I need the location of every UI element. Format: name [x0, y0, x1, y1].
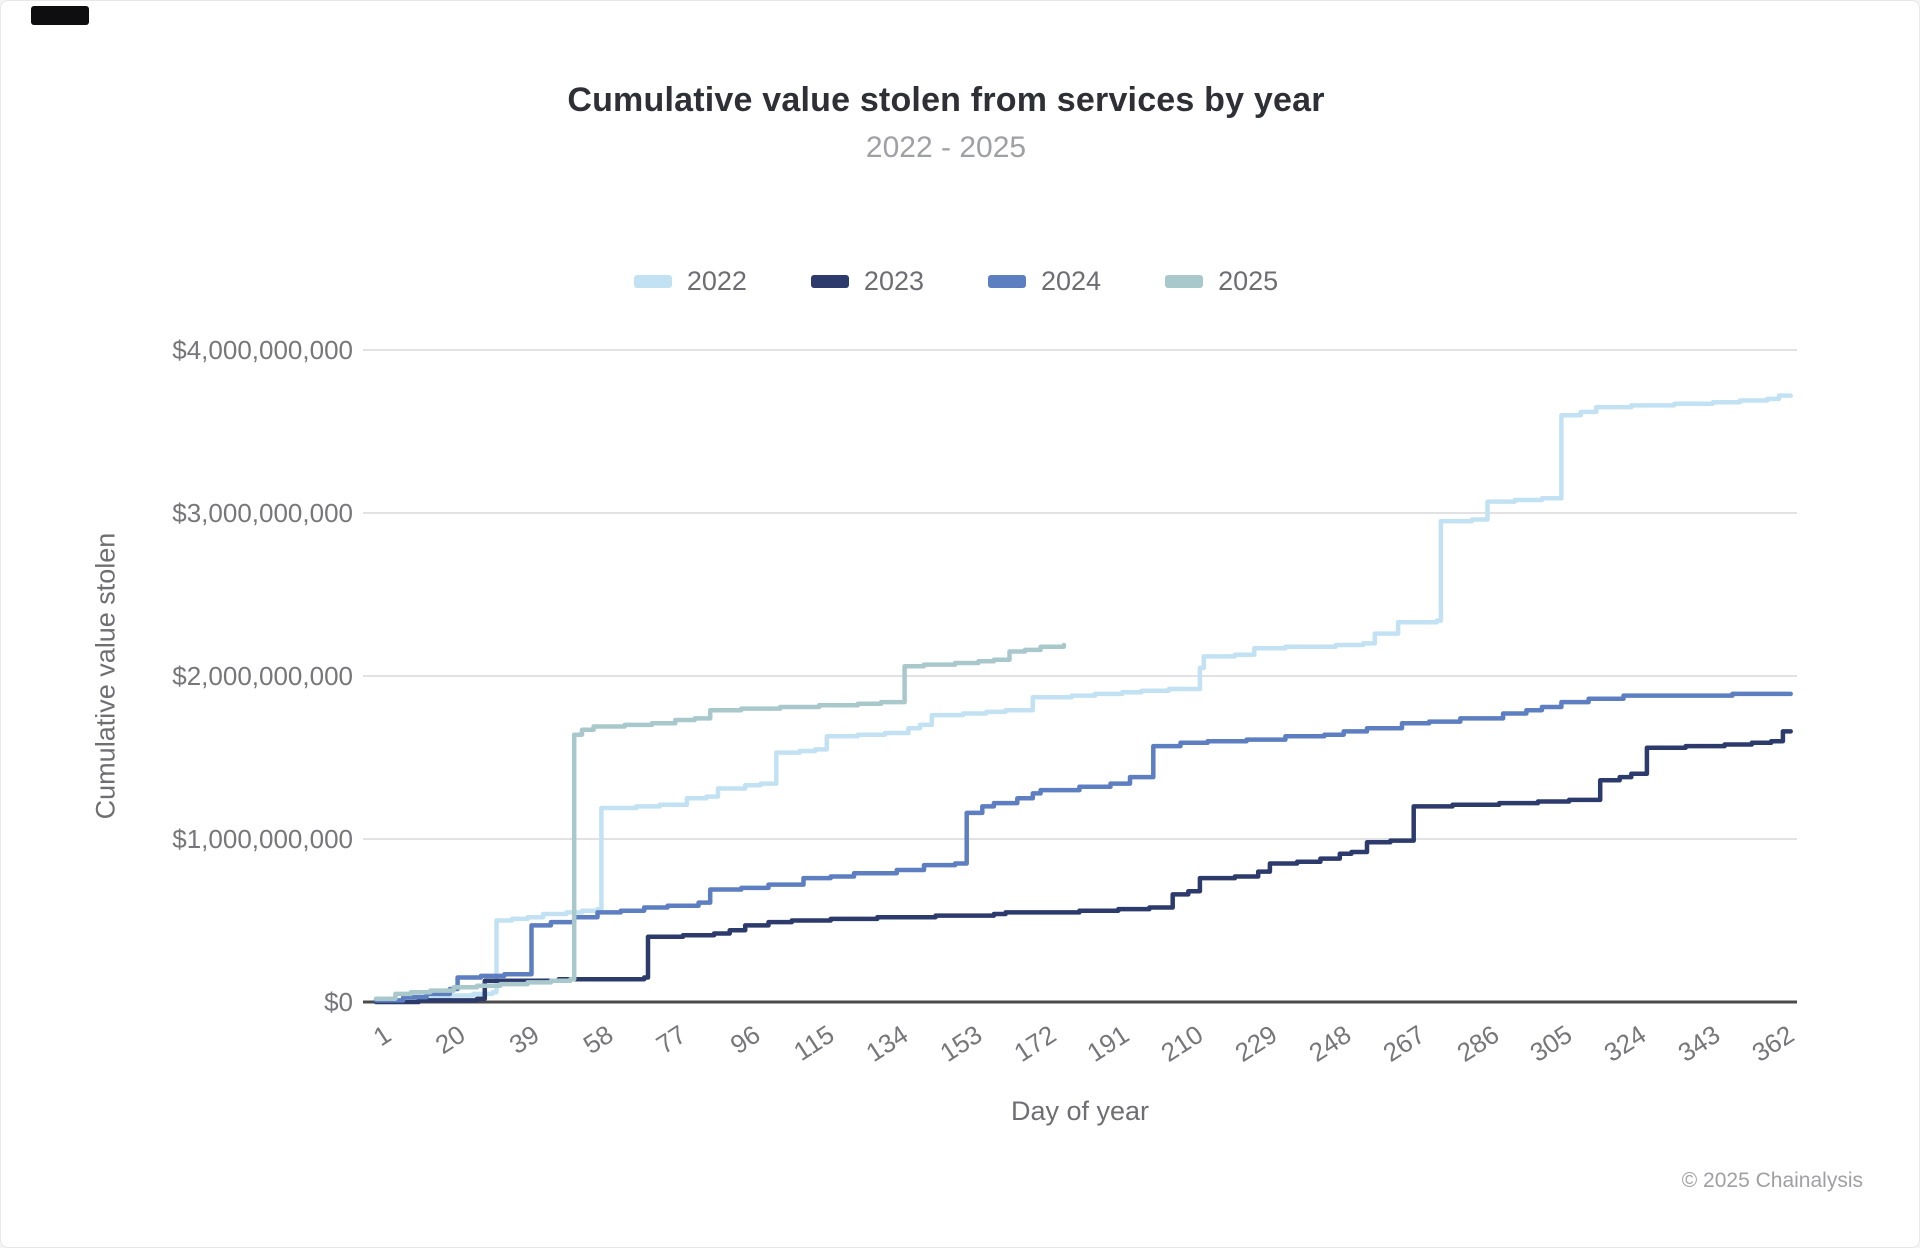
y-tick-label: $4,000,000,000	[172, 335, 353, 365]
copyright-note: © 2025 Chainalysis	[1681, 1169, 1863, 1192]
chart-title: Cumulative value stolen from services by…	[567, 81, 1325, 119]
legend-swatch-2025	[1165, 275, 1204, 288]
legend-label-2024: 2024	[1041, 266, 1102, 296]
chart-legend: 2022 2023 2024 2025	[1, 266, 1911, 297]
series-line-2025	[373, 642, 1067, 1001]
series-line-2022	[373, 393, 1793, 1003]
legend-label-2022: 2022	[686, 266, 747, 296]
chart-subtitle: 2022 - 2025	[865, 131, 1027, 164]
y-axis-title: Cumulative value stolen	[90, 532, 121, 820]
legend-label-2025: 2025	[1218, 266, 1279, 296]
legend-swatch-2024	[988, 275, 1026, 288]
legend-item-2023: 2023	[810, 266, 924, 297]
legend-swatch-2023	[810, 275, 849, 288]
series-line-2023	[373, 729, 1793, 1005]
y-tick-label: $3,000,000,000	[172, 498, 353, 528]
x-axis-title: Day of year	[1010, 1096, 1150, 1126]
y-tick-label: $1,000,000,000	[172, 824, 353, 854]
screen-corner-artifact	[31, 6, 89, 25]
series-line-2024	[373, 691, 1793, 1003]
y-tick-label: $0	[324, 987, 353, 1017]
legend-item-2025: 2025	[1165, 266, 1278, 297]
legend-swatch-2022	[633, 275, 672, 288]
legend-item-2022: 2022	[633, 266, 747, 297]
y-tick-label: $2,000,000,000	[172, 661, 353, 691]
legend-item-2024: 2024	[988, 266, 1101, 297]
legend-label-2023: 2023	[863, 266, 924, 296]
